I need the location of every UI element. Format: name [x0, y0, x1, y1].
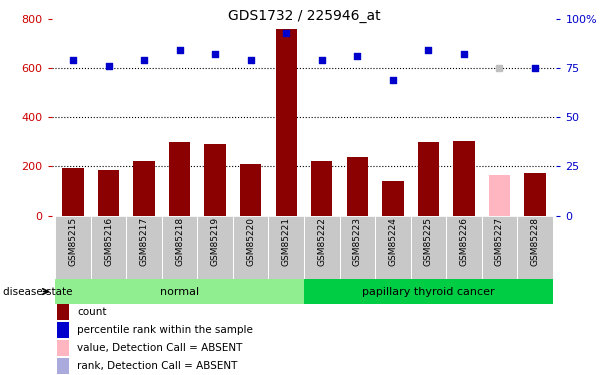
Point [246, 57, 255, 63]
Bar [57, 322, 69, 338]
Text: GSM85219: GSM85219 [210, 217, 219, 266]
Point [317, 57, 326, 63]
Point [68, 57, 78, 63]
Bar [63, 168, 84, 216]
Bar [382, 181, 404, 216]
Point [139, 57, 149, 63]
Point [353, 53, 362, 59]
Text: GSM85217: GSM85217 [140, 217, 148, 266]
Text: normal: normal [160, 286, 199, 297]
Bar [233, 216, 269, 279]
Text: GSM85215: GSM85215 [69, 217, 77, 266]
Text: GSM85226: GSM85226 [460, 217, 468, 266]
Bar [198, 216, 233, 279]
Bar [524, 172, 545, 216]
Text: GSM85220: GSM85220 [246, 217, 255, 266]
Text: GSM85223: GSM85223 [353, 217, 362, 266]
Bar [446, 216, 482, 279]
Text: GSM85216: GSM85216 [104, 217, 113, 266]
Bar [453, 141, 475, 216]
Point [424, 47, 434, 53]
Bar [375, 216, 410, 279]
Point [210, 51, 220, 57]
Bar [55, 279, 304, 304]
Point [104, 63, 114, 69]
Bar [57, 340, 69, 356]
Bar [311, 162, 333, 216]
Text: GSM85222: GSM85222 [317, 217, 326, 266]
Point [494, 65, 504, 71]
Bar [240, 164, 261, 216]
Text: GSM85227: GSM85227 [495, 217, 504, 266]
Point [282, 30, 291, 36]
Bar [169, 142, 190, 216]
Bar [91, 216, 126, 279]
Point [459, 51, 469, 57]
Text: GSM85218: GSM85218 [175, 217, 184, 266]
Text: GSM85221: GSM85221 [282, 217, 291, 266]
Text: papillary thyroid cancer: papillary thyroid cancer [362, 286, 495, 297]
Bar [489, 175, 510, 216]
Bar [98, 170, 119, 216]
Point [530, 65, 540, 71]
Bar [410, 216, 446, 279]
Text: GSM85225: GSM85225 [424, 217, 433, 266]
Bar [269, 216, 304, 279]
Bar [304, 216, 339, 279]
Bar [162, 216, 198, 279]
Bar [517, 216, 553, 279]
Text: count: count [77, 307, 106, 317]
Point [174, 47, 184, 53]
Text: disease state: disease state [3, 286, 72, 297]
Bar [339, 216, 375, 279]
Bar [133, 162, 155, 216]
Bar [57, 304, 69, 320]
Text: GDS1732 / 225946_at: GDS1732 / 225946_at [227, 9, 381, 23]
Bar [204, 144, 226, 216]
Text: percentile rank within the sample: percentile rank within the sample [77, 325, 253, 335]
Bar [304, 279, 553, 304]
Text: GSM85224: GSM85224 [389, 217, 398, 266]
Text: rank, Detection Call = ABSENT: rank, Detection Call = ABSENT [77, 361, 237, 371]
Point [388, 77, 398, 83]
Text: GSM85228: GSM85228 [531, 217, 539, 266]
Bar [275, 28, 297, 216]
Bar [57, 358, 69, 374]
Bar [126, 216, 162, 279]
Bar [418, 142, 439, 216]
Text: value, Detection Call = ABSENT: value, Detection Call = ABSENT [77, 343, 242, 353]
Bar [347, 157, 368, 216]
Bar [482, 216, 517, 279]
Bar [55, 216, 91, 279]
